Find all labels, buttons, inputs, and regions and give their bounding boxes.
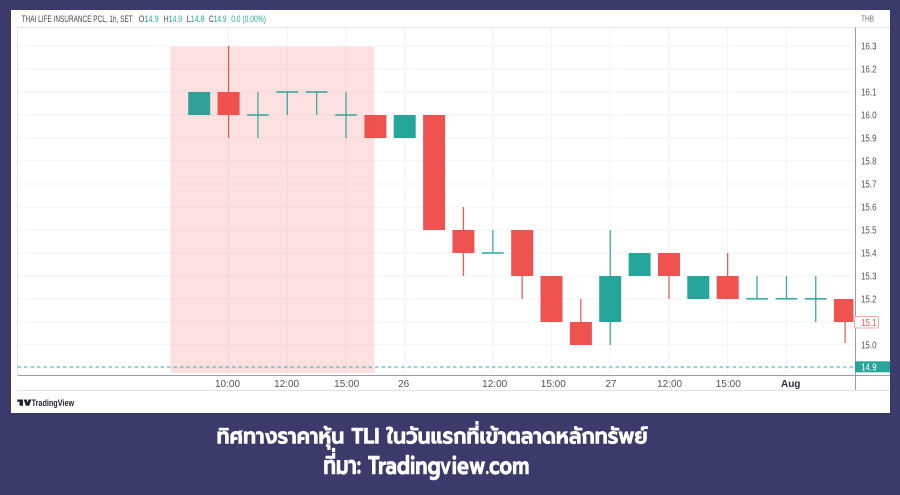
- svg-text:Aug: Aug: [781, 379, 800, 390]
- svg-text:15:00: 15:00: [716, 379, 741, 390]
- svg-text:16.2: 16.2: [861, 65, 877, 76]
- svg-text:15.0: 15.0: [861, 341, 877, 352]
- svg-text:15.4: 15.4: [861, 249, 877, 260]
- svg-text:27: 27: [605, 379, 617, 390]
- svg-text:THAI LIFE INSURANCE PCL, 1h, S: THAI LIFE INSURANCE PCL, 1h, SET: [22, 14, 133, 25]
- svg-text:THB: THB: [861, 14, 874, 24]
- svg-text:L14.8: L14.8: [187, 14, 205, 25]
- svg-text:15.5: 15.5: [861, 226, 877, 237]
- svg-text:12:00: 12:00: [274, 379, 299, 390]
- svg-text:16.3: 16.3: [861, 42, 877, 53]
- svg-text:15.6: 15.6: [861, 203, 877, 214]
- svg-text:0.0 (0.00%): 0.0 (0.00%): [231, 14, 266, 25]
- svg-text:C14.9: C14.9: [209, 14, 227, 25]
- svg-text:15.2: 15.2: [861, 295, 877, 306]
- svg-text:14.9: 14.9: [861, 362, 877, 373]
- svg-text:15.8: 15.8: [861, 157, 877, 168]
- svg-text:15.7: 15.7: [861, 180, 877, 191]
- svg-text:15:00: 15:00: [334, 379, 359, 390]
- svg-text:H14.9: H14.9: [164, 14, 183, 25]
- svg-text:15.9: 15.9: [861, 134, 877, 145]
- svg-text:15.1: 15.1: [861, 318, 877, 329]
- svg-text:16.0: 16.0: [861, 111, 877, 122]
- svg-text:12:00: 12:00: [482, 379, 507, 390]
- svg-text:O14.9: O14.9: [139, 14, 159, 25]
- svg-text:26: 26: [398, 379, 410, 390]
- svg-text:15:00: 15:00: [541, 379, 566, 390]
- svg-text:10:00: 10:00: [215, 379, 240, 390]
- svg-text:15.3: 15.3: [861, 272, 877, 283]
- svg-text:TradingView: TradingView: [32, 398, 75, 408]
- svg-text:12:00: 12:00: [657, 379, 682, 390]
- svg-text:16.1: 16.1: [861, 88, 877, 99]
